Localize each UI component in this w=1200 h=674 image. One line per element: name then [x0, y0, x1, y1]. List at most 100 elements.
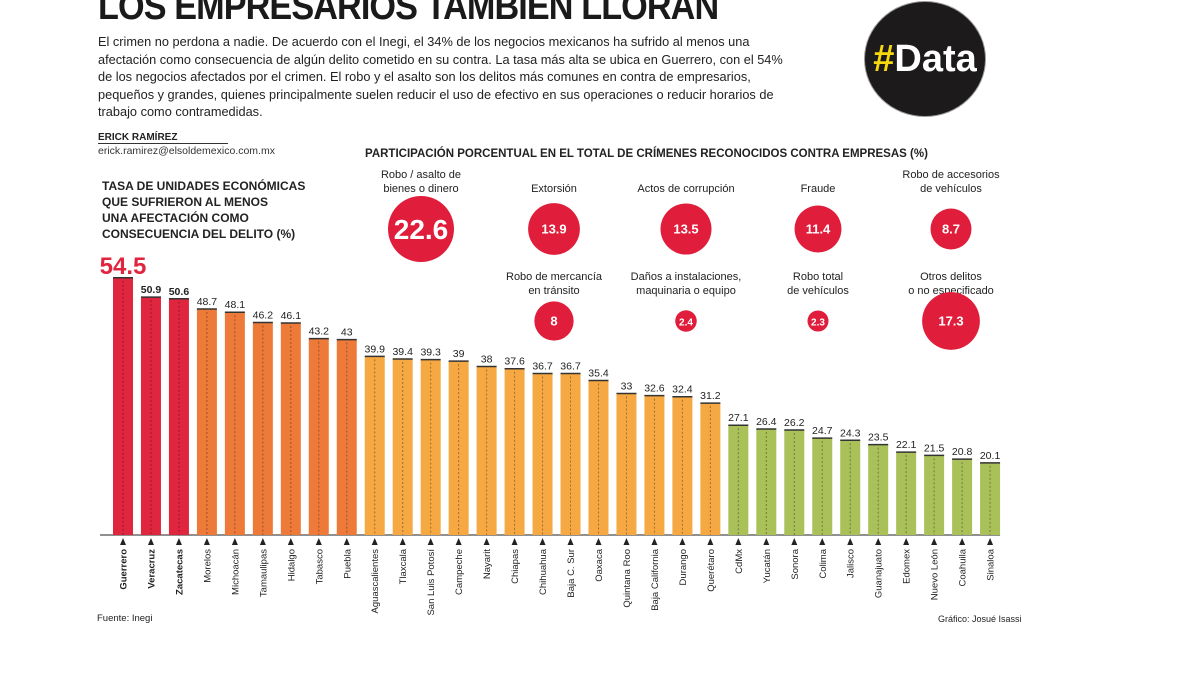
bar — [560, 373, 581, 535]
bubble — [794, 205, 842, 253]
bar-value-label: 54.5 — [100, 253, 147, 280]
category-label: Baja C. Sur — [566, 549, 577, 598]
bubble-value: 22.6 — [394, 214, 449, 245]
bar — [392, 359, 413, 535]
bar-value-label: 37.6 — [504, 356, 525, 368]
bar-value-label: 33 — [621, 380, 633, 392]
tick-arrow — [959, 538, 966, 545]
data-logo: # Data — [865, 2, 985, 116]
bar — [952, 459, 973, 535]
bar — [644, 395, 665, 535]
bar-chart-title-line: UNA AFECTACIÓN COMO — [102, 210, 249, 225]
tick-arrow — [651, 538, 658, 545]
category-label: Zacatecas — [174, 549, 185, 595]
bar-value-label: 22.1 — [896, 439, 917, 451]
author-email: erick.ramirez@elsoldemexico.com.mx — [98, 145, 275, 157]
bubble-label: Daños a instalaciones, — [631, 271, 742, 283]
bubble-value: 2.3 — [811, 318, 825, 329]
category-label: Baja California — [650, 548, 661, 610]
logo-hash: # — [873, 37, 895, 80]
tick-arrow — [735, 538, 742, 545]
bubble — [930, 208, 972, 250]
bar — [280, 322, 301, 535]
category-label: Tlaxcala — [398, 548, 409, 584]
source-note: Fuente: Inegi — [97, 613, 153, 624]
category-label: Chihuahua — [538, 548, 549, 595]
bar — [224, 312, 245, 535]
bar-value-label: 46.2 — [253, 309, 274, 321]
bubble-value: 11.4 — [806, 222, 831, 237]
bar-value-label: 43 — [341, 327, 353, 339]
author-name: ERICK RAMÍREZ — [98, 132, 228, 144]
bar-value-label: 20.8 — [952, 446, 973, 458]
category-label: Colima — [818, 548, 829, 578]
bubble-value: 8 — [550, 314, 557, 329]
category-label: Oaxaca — [594, 548, 605, 581]
tick-arrow — [231, 538, 238, 545]
bubble-label: en tránsito — [528, 285, 579, 297]
bar — [504, 368, 525, 535]
bar-value-label: 39.3 — [420, 347, 441, 359]
bar — [728, 425, 749, 535]
credit-note: Gráfico: Josué Isassi — [938, 614, 1022, 624]
bar-value-label: 21.5 — [924, 442, 945, 454]
bar-value-label: 43.2 — [309, 326, 330, 338]
tick-arrow — [539, 538, 546, 545]
bubble-label: Robo de mercancía — [506, 271, 603, 283]
tick-arrow — [287, 538, 294, 545]
tick-arrow — [931, 538, 938, 545]
tick-arrow — [259, 538, 266, 545]
bubble-value: 13.9 — [541, 222, 566, 237]
category-label: Sonora — [790, 548, 801, 579]
tick-arrow — [147, 538, 154, 545]
logo-text: Data — [894, 37, 977, 80]
category-label: Yucatán — [762, 549, 773, 583]
category-label: Tabasco — [314, 549, 325, 584]
bubble-label: de vehículos — [920, 183, 982, 195]
tick-arrow — [455, 538, 462, 545]
intro-paragraph: El crimen no perdona a nadie. De acuerdo… — [98, 34, 783, 120]
bar-value-label: 48.1 — [225, 299, 246, 311]
bar-value-label: 39.4 — [392, 346, 413, 358]
category-label: Jalisco — [846, 549, 857, 578]
bubble-label: bienes o dinero — [383, 183, 458, 195]
category-label: Puebla — [342, 548, 353, 578]
bubble-label: Extorsión — [531, 183, 577, 195]
category-label: Michoacán — [230, 549, 241, 595]
tick-arrow — [567, 538, 574, 545]
bar — [336, 339, 357, 535]
tick-arrow — [511, 538, 518, 545]
bar — [113, 277, 133, 535]
tick-arrow — [315, 538, 322, 545]
bar — [840, 440, 861, 535]
tick-arrow — [819, 538, 826, 545]
tick-arrow — [875, 538, 882, 545]
bubble-label: Actos de corrupción — [637, 183, 734, 195]
tick-arrow — [763, 538, 770, 545]
tick-arrow — [120, 538, 126, 545]
bar — [616, 393, 637, 535]
tick-arrow — [987, 538, 994, 545]
bubble-value: 2.4 — [679, 318, 693, 329]
category-label: Edomex — [902, 549, 913, 584]
tick-arrow — [595, 538, 602, 545]
tick-arrow — [427, 538, 434, 545]
bubble — [807, 310, 829, 332]
category-label: Quintana Roo — [622, 549, 633, 608]
category-label: Guanajuato — [874, 549, 885, 598]
bar — [252, 322, 273, 535]
bar-value-label: 38 — [481, 354, 493, 366]
category-label: Campeche — [454, 549, 465, 595]
bubble-label: o no especificado — [908, 285, 994, 297]
tick-arrow — [623, 538, 630, 545]
bar — [420, 359, 441, 535]
bubble-label: Robo / asalto de — [381, 169, 461, 181]
bar-value-label: 27.1 — [728, 412, 749, 424]
bar-value-label: 46.1 — [281, 310, 302, 322]
bar — [196, 308, 217, 535]
bar — [756, 428, 777, 535]
category-label: CdMx — [734, 549, 745, 574]
tick-arrow — [343, 538, 350, 545]
tick-arrow — [371, 538, 378, 545]
category-label: Morelos — [202, 549, 213, 583]
